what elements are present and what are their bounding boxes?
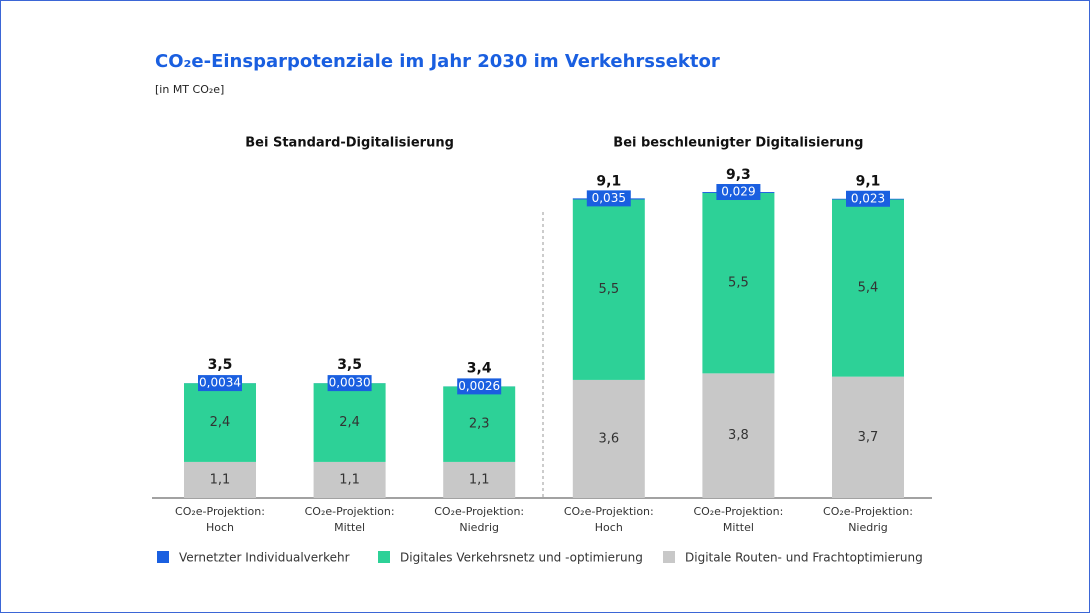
group-label: Bei Standard-Digitalisierung [245,136,454,151]
bar-segment [832,199,904,377]
bar-segment [572,379,645,498]
legend-label: Digitales Verkehrsnetz und -optimierung [400,551,643,565]
x-tick-label: CO₂e-Projektion: [564,505,654,518]
value-label: 0,0026 [458,379,500,393]
x-tick-label: CO₂e-Projektion: [693,505,783,518]
legend-swatch [378,551,390,563]
bar-segment [313,461,386,498]
chart-title: CO₂e-Einsparpotenziale im Jahr 2030 im V… [155,51,720,72]
bar-segment [702,373,775,498]
x-tick-label: CO₂e-Projektion: [175,505,265,518]
legend-label: Digitale Routen- und Frachtoptimierung [685,551,923,565]
legend-swatch [663,551,675,563]
value-label: 3,8 [728,428,749,443]
value-label: 3,6 [598,431,619,446]
value-label: 5,4 [858,281,879,296]
bar-segment [443,461,516,498]
x-tick-label: Hoch [595,521,623,534]
x-tick-label: Niedrig [459,521,499,534]
x-tick-label: Mittel [334,521,365,534]
bar-segment [572,199,645,380]
total-label: 3,5 [208,357,233,373]
value-label: 3,7 [858,430,879,445]
value-label: 5,5 [728,276,749,291]
value-label: 5,5 [598,282,619,297]
chart-subtitle: [in MT CO₂e] [155,83,224,96]
total-label: 3,5 [337,357,362,373]
value-label: 0,029 [721,185,755,199]
value-label: 1,1 [339,472,360,487]
value-label: 0,0030 [329,376,371,390]
x-tick-label: CO₂e-Projektion: [823,505,913,518]
value-label: 0,035 [592,191,626,205]
bar-segment [832,376,904,498]
bar-segment [443,386,516,462]
x-tick-label: Hoch [206,521,234,534]
value-label-box [716,184,761,201]
value-label: 2,4 [339,415,360,430]
bar-segment [313,383,386,462]
value-label: 1,1 [210,472,231,487]
total-label: 9,1 [856,174,881,190]
value-label: 1,1 [469,472,490,487]
x-tick-label: CO₂e-Projektion: [305,505,395,518]
bar-segment [184,383,256,462]
total-label: 3,4 [467,360,492,376]
value-label: 0,023 [851,191,885,205]
group-label: Bei beschleunigter Digitalisierung [613,136,863,151]
x-tick-label: CO₂e-Projektion: [434,505,524,518]
value-label-box [586,190,631,207]
bar-segment [184,461,256,498]
value-label: 2,3 [469,417,490,432]
value-label: 2,4 [210,415,231,430]
value-label: 0,0034 [199,376,241,390]
value-label-box [327,375,372,392]
value-label-box [846,190,890,207]
bar-segment [702,192,775,374]
x-tick-label: Niedrig [848,521,888,534]
legend-label: Vernetzter Individualverkehr [179,551,350,565]
legend-swatch [157,551,169,563]
x-tick-label: Mittel [723,521,754,534]
value-label-box [198,375,242,392]
total-label: 9,1 [596,174,621,190]
value-label-box [457,378,502,395]
total-label: 9,3 [726,167,751,183]
